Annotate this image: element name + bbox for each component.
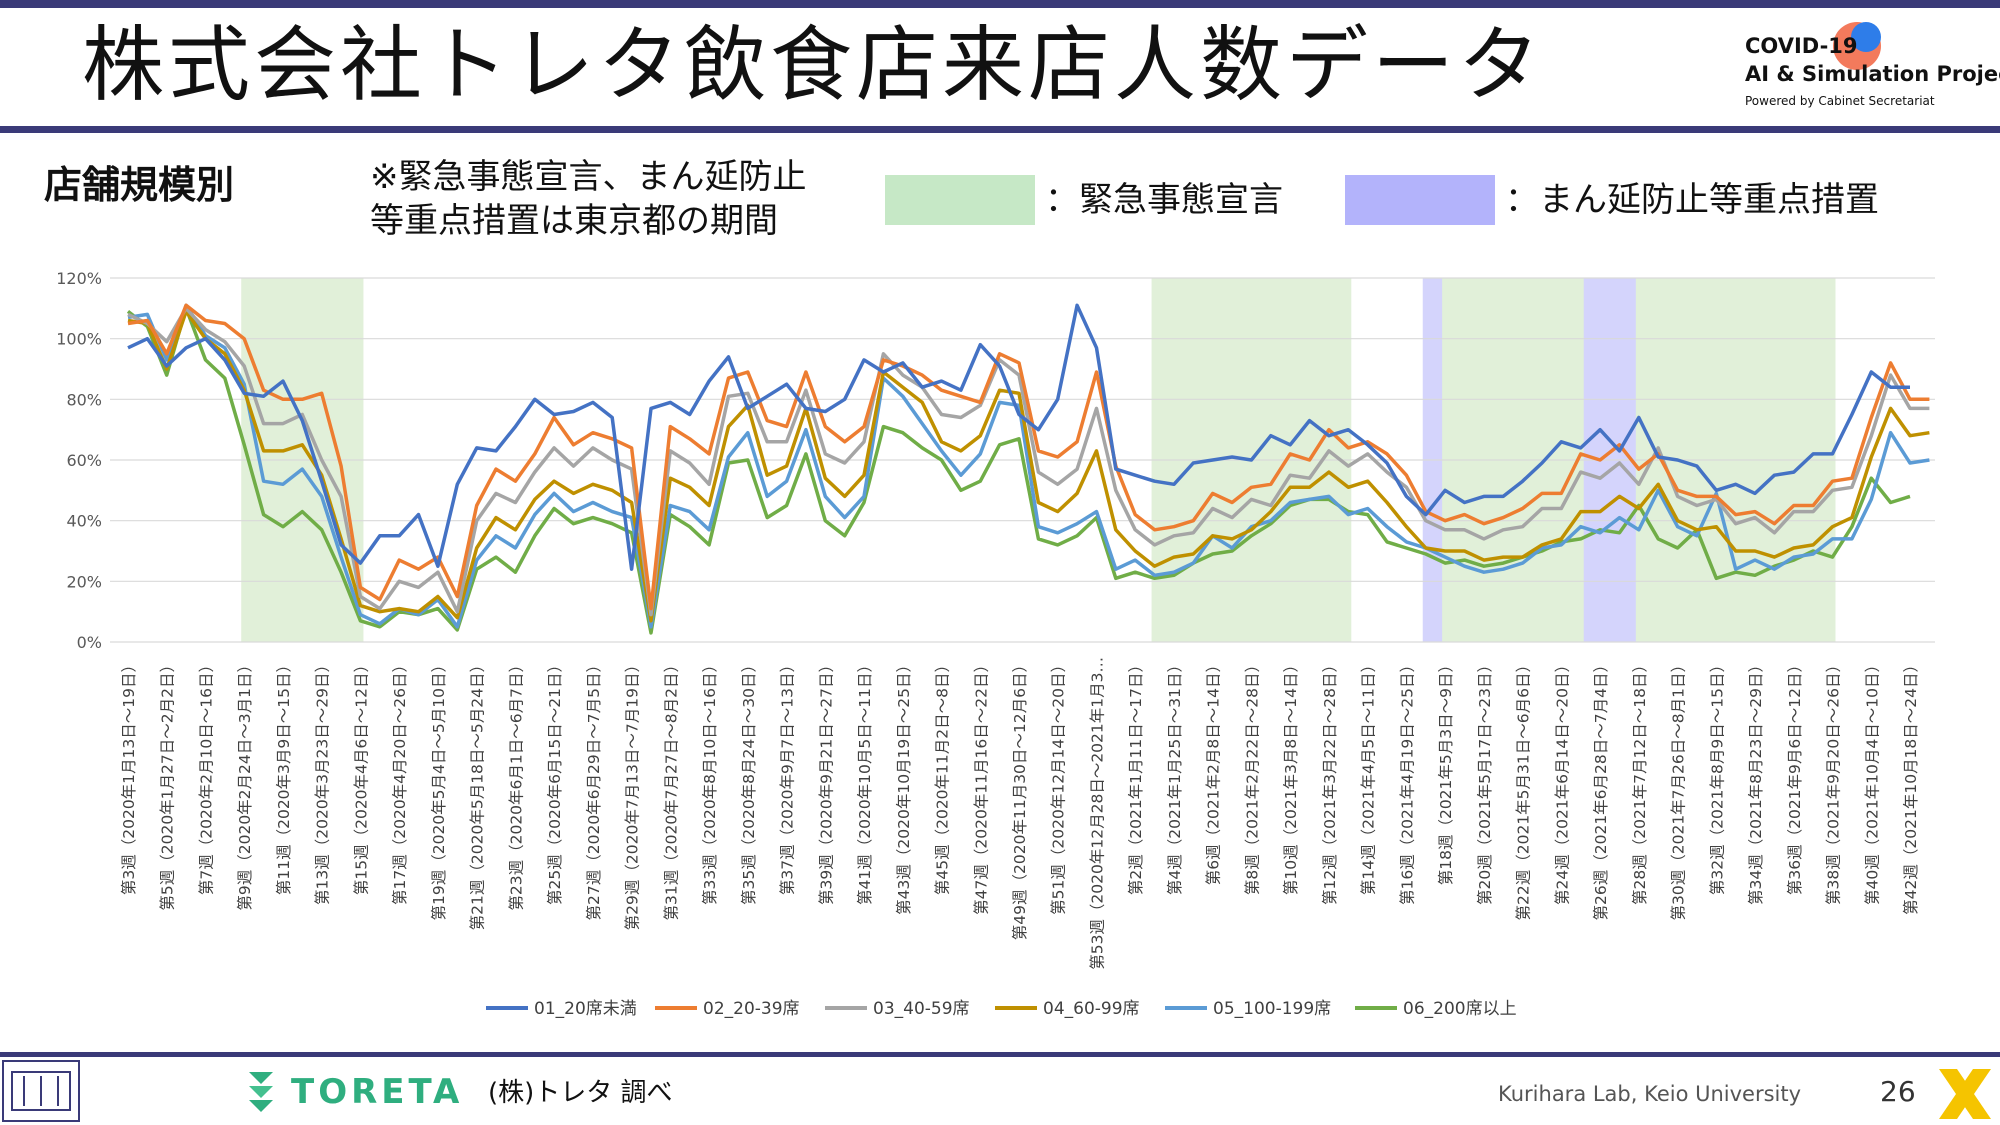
y-tick-label: 120%: [56, 269, 102, 288]
x-tick-label: 第21週（2020年5月18日～5月24日）: [469, 657, 487, 930]
y-tick-label: 20%: [66, 572, 102, 591]
emergency-swatch: [885, 175, 1035, 225]
x-tick-label: 第9週（2020年2月24日～3月1日）: [236, 657, 254, 911]
x-tick-label: 第53週（2020年12月28日～2021年1月3…: [1088, 657, 1106, 970]
x-tick-label: 第4週（2021年1月25日～31日）: [1166, 657, 1184, 895]
line-chart: 0% 20% 40% 60% 80% 100% 120% 第3週（2020年1月13日～19日…: [56, 269, 1935, 1019]
x-tick-label: 第20週（2021年5月17日～23日）: [1476, 657, 1494, 905]
top-band: [0, 0, 2000, 8]
x-tick-label: 第51週（2020年12月14日～20日）: [1050, 657, 1068, 915]
logo-line3: Powered by Cabinet Secretariat: [1745, 94, 1935, 108]
x-tick-label: 第14週（2021年4月5日～11日）: [1360, 657, 1378, 895]
x-tick-label: 第5週（2020年1月27日～2月2日）: [159, 657, 177, 911]
y-tick-label: 60%: [66, 451, 102, 470]
x-tick-label: 第39週（2020年9月21日～27日）: [817, 657, 835, 905]
x-tick-label: 第40週（2021年10月4日～10日）: [1863, 657, 1881, 905]
logo-line2: AI & Simulation Project: [1745, 62, 2000, 86]
x-tick-label: 第33週（2020年8月10日～16日）: [701, 657, 719, 905]
lab-credit: Kurihara Lab, Keio University: [1498, 1082, 1802, 1106]
x-tick-label: 第25週（2020年6月15日～21日）: [546, 657, 564, 905]
x-tick-label: 第49週（2020年11月30日～12月6日）: [1011, 657, 1029, 940]
x-tick-label: 第19週（2020年5月4日～5月10日）: [430, 657, 448, 920]
series-line-06_200席以上: [126, 306, 1911, 635]
logo-line1: COVID-19: [1745, 34, 1858, 58]
x-tick-label: 第15週（2020年4月6日～12日）: [352, 657, 370, 895]
x-tick-label: 第7週（2020年2月10日～16日）: [197, 657, 215, 895]
x-tick-label: 第42週（2021年10月18日～24日）: [1902, 657, 1920, 915]
legend-label: 06_200席以上: [1403, 999, 1517, 1019]
x-tick-label: 第18週（2021年5月3日～9日）: [1437, 657, 1455, 885]
keio-lab-logo: [2, 1060, 80, 1122]
x-tick-label: 第47週（2020年11月16日～22日）: [972, 657, 990, 915]
x-tick-label: 第11週（2020年3月9日～15日）: [275, 657, 293, 895]
x-tick-label: 第32週（2021年8月9日～15日）: [1708, 657, 1726, 895]
x-tick-label: 第10週（2021年3月8日～14日）: [1282, 657, 1300, 895]
y-tick-label: 100%: [56, 330, 102, 349]
x-tick-label: 第3週（2020年1月13日～19日）: [120, 657, 138, 895]
x-tick-label: 第2週（2021年1月11日～17日）: [1127, 657, 1145, 895]
source-note: (株)トレタ 調べ: [488, 1078, 673, 1108]
x-tick-label: 第35週（2020年8月24日～30日）: [740, 657, 758, 905]
x-tick-label: 第28週（2021年7月12日～18日）: [1631, 657, 1649, 905]
covid-project-logo: COVID-19 AI & Simulation Project Powered…: [1745, 22, 2000, 112]
x-tick-label: 第29週（2020年7月13日～7月19日）: [624, 657, 642, 930]
series-line-05_100-199席: [127, 303, 1930, 629]
toreta-wordmark: TORETA: [291, 1072, 464, 1112]
x-tick-label: 第12週（2021年3月22日～28日）: [1321, 657, 1339, 905]
series-line-02_20-39席: [127, 303, 1930, 611]
x-tick-label: 第27週（2020年6月29日～7月5日）: [585, 657, 603, 920]
x-tick-label: 第41週（2020年10月5日～11日）: [856, 657, 874, 905]
page-title: 株式会社トレタ飲食店来店人数データ: [82, 18, 1545, 113]
x-tick-label: 第8週（2021年2月22日～28日）: [1243, 657, 1261, 895]
priority-swatch: [1345, 175, 1495, 225]
series-line-04_60-99席: [127, 309, 1930, 623]
chart-subtitle: 店舗規模別: [44, 163, 235, 207]
x-tick-label: 第38週（2021年9月20日～26日）: [1825, 657, 1843, 905]
toreta-logo: TORETA: [245, 1068, 465, 1118]
period-note-line1: ※緊急事態宣言、まん延防止: [370, 157, 807, 197]
x-tick-label: 第43週（2020年10月19日～25日）: [895, 657, 913, 915]
x-logo-icon: [1939, 1069, 1991, 1119]
x-tick-label: 第17週（2020年4月20日～26日）: [391, 657, 409, 905]
legend-label: 05_100-199席: [1213, 999, 1331, 1019]
title-underline: [0, 126, 2000, 133]
x-tick-label: 第22週（2021年5月31日～6月6日）: [1515, 657, 1533, 920]
x-tick-label: 第26週（2021年6月28日～7月4日）: [1592, 657, 1610, 920]
legend-label: 01_20席未満: [534, 999, 637, 1019]
x-tick-label: 第34週（2021年8月23日～29日）: [1747, 657, 1765, 905]
x-tick-label: 第45週（2020年11月2日～8日）: [934, 657, 952, 895]
y-tick-label: 40%: [66, 512, 102, 531]
x-tick-label: 第6週（2021年2月8日～14日）: [1205, 657, 1223, 885]
period-note: ※緊急事態宣言、まん延防止 等重点措置は東京都の期間: [370, 155, 807, 243]
series-line-01_20席未満: [127, 303, 1910, 571]
footer-band: [0, 1052, 2000, 1057]
x-tick-label: 第37週（2020年9月7日～13日）: [779, 657, 797, 895]
y-tick-label: 0%: [77, 633, 102, 652]
period-note-line2: 等重点措置は東京都の期間: [370, 201, 778, 241]
x-tick-label: 第31週（2020年7月27日～8月2日）: [662, 657, 680, 920]
toreta-mark-icon: [249, 1072, 273, 1112]
x-tick-label: 第36週（2021年9月6日～12日）: [1786, 657, 1804, 895]
x-tick-label: 第16週（2021年4月19日～25日）: [1398, 657, 1416, 905]
logo-blue-dot: [1851, 22, 1881, 52]
x-tick-label: 第30週（2021年7月26日～8月1日）: [1670, 657, 1688, 920]
legend-label: 03_40-59席: [873, 999, 970, 1019]
x-tick-label: 第13週（2020年3月23日～29日）: [314, 657, 332, 905]
emergency-legend-label: ：緊急事態宣言: [1045, 180, 1283, 220]
legend-label: 02_20-39席: [703, 999, 800, 1019]
priority-legend-label: ：まん延防止等重点措置: [1505, 180, 1879, 220]
x-tick-label: 第23週（2020年6月1日～6月7日）: [507, 657, 525, 911]
legend-label: 04_60-99席: [1043, 999, 1140, 1019]
y-tick-label: 80%: [66, 390, 102, 409]
x-tick-label: 第24週（2021年6月14日～20日）: [1553, 657, 1571, 905]
page-number: 26: [1880, 1075, 1916, 1108]
